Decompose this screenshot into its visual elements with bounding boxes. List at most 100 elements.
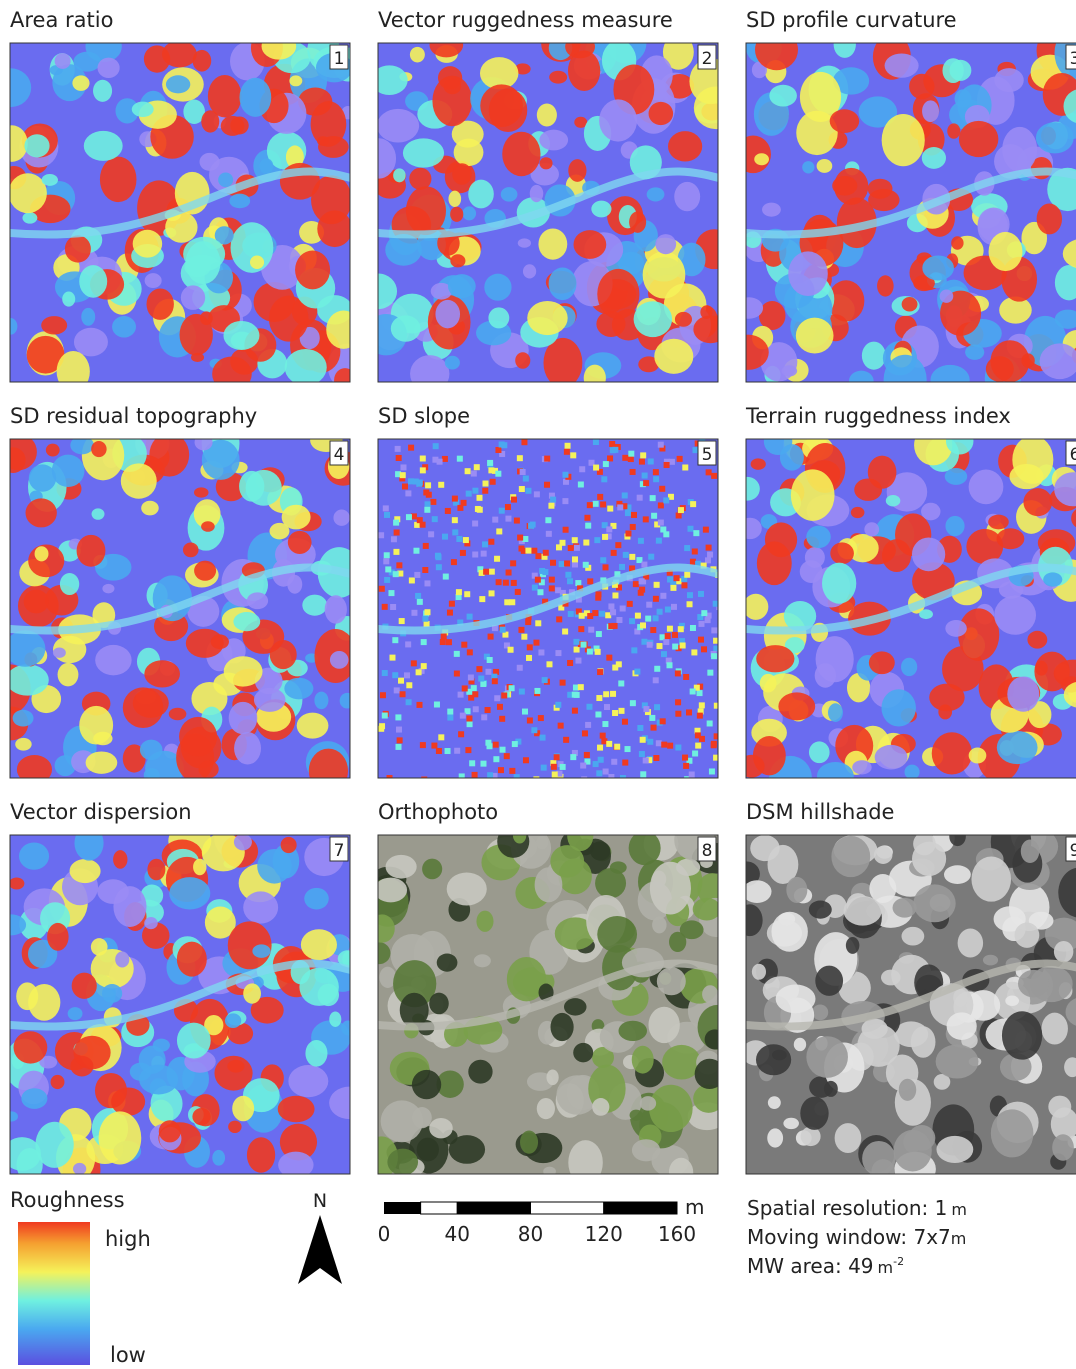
texture: [575, 608, 582, 615]
texture: [526, 717, 533, 724]
texture: [476, 494, 483, 501]
texture: [398, 618, 405, 625]
texture: [688, 771, 695, 778]
texture: [783, 1117, 799, 1130]
scale-segment: [456, 1201, 531, 1215]
texture: [598, 610, 605, 617]
texture: [194, 439, 213, 451]
texture: [966, 528, 1004, 565]
texture: [1053, 940, 1074, 963]
texture: [762, 202, 781, 217]
texture: [676, 455, 683, 462]
texture: [473, 954, 491, 968]
texture: [41, 316, 68, 335]
texture: [702, 985, 718, 1004]
texture: [559, 589, 566, 596]
texture: [922, 255, 954, 281]
number-box: [697, 440, 717, 466]
texture: [533, 491, 540, 498]
texture: [1063, 89, 1076, 123]
texture: [755, 1044, 792, 1076]
texture: [296, 712, 329, 739]
texture: [831, 835, 871, 878]
texture: [193, 858, 207, 876]
texture: [431, 742, 438, 749]
texture: [646, 641, 653, 648]
panel-title: Orthophoto: [378, 800, 498, 824]
texture: [713, 754, 718, 761]
texture: [641, 702, 648, 709]
texture: [630, 511, 637, 518]
texture: [455, 589, 462, 596]
texture: [182, 542, 199, 558]
texture: [550, 559, 557, 566]
texture: [778, 692, 816, 721]
texture: [656, 608, 663, 615]
texture: [697, 636, 704, 643]
texture: [675, 744, 682, 751]
texture: [861, 341, 886, 370]
texture: [64, 235, 91, 263]
texture: [704, 617, 711, 624]
texture: [314, 691, 329, 710]
texture: [507, 646, 514, 653]
texture: [559, 539, 566, 546]
texture: [414, 571, 421, 578]
texture: [871, 1159, 895, 1174]
texture: [659, 634, 666, 641]
texture: [534, 730, 541, 737]
texture: [466, 649, 473, 656]
texture: [447, 708, 454, 715]
texture: [996, 528, 1025, 550]
panel-border: [9, 834, 351, 1175]
texture: [474, 505, 481, 512]
texture: [183, 99, 205, 124]
texture: [447, 274, 476, 299]
texture: [141, 922, 170, 949]
texture: [497, 835, 530, 858]
texture: [587, 578, 594, 585]
texture: [464, 468, 471, 475]
panel-image: [378, 835, 718, 1174]
texture: [176, 1022, 211, 1059]
texture: [619, 605, 626, 612]
texture: [904, 764, 920, 778]
texture: [775, 984, 816, 1014]
texture: [74, 835, 104, 861]
texture: [85, 751, 118, 774]
texture: [597, 669, 604, 676]
texture: [1009, 463, 1044, 490]
texture: [538, 579, 545, 586]
texture: [616, 500, 623, 507]
texture: [593, 464, 600, 471]
texture: [577, 585, 584, 592]
texture: [284, 349, 327, 382]
legend-gradient: [18, 1222, 90, 1365]
texture: [10, 1111, 18, 1122]
texture: [453, 670, 460, 677]
texture: [664, 633, 671, 640]
texture: [451, 120, 484, 148]
texture: [176, 941, 207, 977]
texture: [693, 530, 700, 537]
texture: [689, 624, 696, 631]
texture: [515, 352, 531, 369]
texture: [467, 674, 474, 681]
number-box: [329, 44, 349, 70]
texture: [632, 581, 639, 588]
texture: [472, 691, 479, 698]
texture: [499, 626, 506, 633]
texture: [403, 672, 410, 679]
texture: [618, 707, 625, 714]
texture: [867, 455, 897, 489]
texture: [682, 464, 689, 471]
texture: [122, 744, 146, 773]
texture: [836, 197, 877, 249]
scale-label: 0: [378, 1222, 391, 1246]
texture: [716, 604, 718, 611]
texture: [494, 555, 501, 562]
texture: [512, 835, 527, 844]
texture: [409, 167, 432, 190]
texture: [556, 616, 563, 623]
texture: [555, 650, 562, 657]
